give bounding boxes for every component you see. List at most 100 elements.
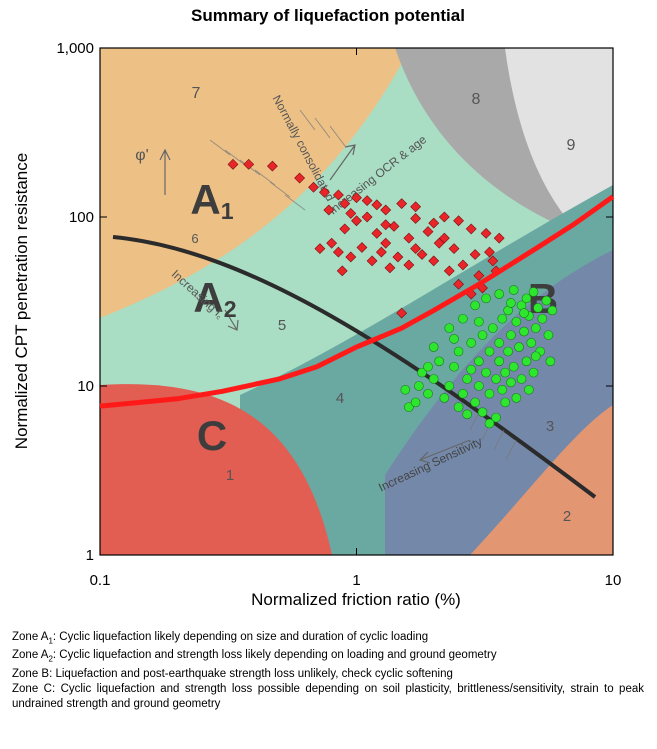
zone-label-text: 5: [278, 317, 286, 334]
point: [524, 384, 534, 395]
y-tick-label: 1,000: [56, 40, 94, 57]
point: [428, 342, 439, 352]
point: [404, 402, 414, 412]
point: [514, 342, 524, 352]
point: [375, 246, 387, 258]
point: [545, 356, 556, 367]
point: [497, 384, 508, 395]
point: [526, 338, 537, 348]
boundary-curve: [99, 194, 615, 409]
note: Zone C: Cyclic liquefaction and strength…: [12, 682, 644, 712]
point: [533, 303, 543, 313]
zone-label-text: 1: [226, 467, 234, 484]
note-sub: 2: [48, 654, 53, 664]
zone-label-text: 4: [336, 390, 344, 407]
point: [243, 158, 255, 170]
point: [469, 249, 481, 260]
point: [453, 346, 464, 357]
x-axis-label: Normalized friction ratio (%): [251, 590, 461, 609]
point: [410, 397, 421, 408]
point: [484, 388, 495, 399]
point: [494, 338, 504, 348]
zone-label: 1: [226, 467, 234, 484]
zone-label-text: 9: [567, 137, 576, 154]
zone-label-sub: 2: [224, 296, 237, 322]
point: [481, 293, 491, 304]
point: [371, 199, 383, 211]
y-tick-label: 1: [86, 547, 94, 564]
chart-title: Summary of liquefaction potential: [191, 6, 465, 25]
note-text: Zone C: Cyclic liquefaction and strength…: [12, 682, 644, 710]
point: [480, 227, 492, 239]
zone-label: 6: [191, 231, 198, 246]
point: [444, 323, 455, 333]
point: [477, 330, 488, 340]
zone-label-text: A: [193, 274, 223, 321]
zone-label: 5: [278, 317, 286, 334]
point: [453, 215, 464, 227]
zone-label-sub: c: [215, 314, 223, 322]
point: [439, 393, 450, 403]
point: [356, 242, 368, 253]
point: [332, 189, 344, 201]
point: [319, 186, 330, 198]
point: [396, 198, 408, 210]
zone-label: 2: [563, 508, 571, 525]
zone-background: [100, 48, 613, 555]
point: [323, 204, 335, 216]
point: [457, 259, 469, 271]
point: [414, 381, 424, 391]
point: [380, 219, 392, 231]
point: [500, 397, 511, 408]
point: [506, 298, 516, 308]
axes: 0.1 1 10 1 10 100 1,000: [56, 40, 621, 589]
note-prefix: Zone A: [12, 649, 49, 662]
note-prefix: Zone A: [12, 631, 49, 643]
note: Zone A1: Cyclic liquefaction likely depe…: [12, 630, 644, 648]
point: [465, 223, 477, 235]
point: [351, 215, 362, 227]
point: [458, 313, 468, 324]
point: [503, 346, 513, 357]
point: [410, 213, 422, 224]
point: [428, 374, 439, 384]
point: [530, 323, 541, 333]
marks: [99, 158, 615, 429]
zone-label: φ': [135, 147, 148, 164]
point: [494, 289, 504, 299]
point: [453, 402, 464, 412]
point: [336, 265, 348, 277]
point: [511, 393, 522, 403]
point: [294, 172, 306, 184]
zone-label: C: [197, 412, 227, 459]
point: [508, 285, 519, 295]
point: [345, 251, 357, 263]
point: [462, 409, 472, 420]
point: [366, 255, 378, 267]
point: [484, 246, 495, 258]
point: [380, 237, 392, 249]
point: [428, 255, 440, 267]
point: [477, 407, 488, 417]
point: [519, 326, 529, 337]
point: [484, 418, 495, 429]
point: [410, 201, 422, 213]
note: Zone B: Liquefaction and post-earthquake…: [12, 667, 644, 682]
point: [392, 251, 404, 263]
point: [491, 374, 501, 384]
point: [416, 249, 428, 260]
point: [466, 364, 476, 375]
zone-label-sub: 1: [221, 198, 234, 224]
point: [543, 330, 554, 340]
point: [351, 192, 362, 204]
point: [443, 265, 455, 277]
point: [481, 367, 491, 378]
point: [537, 313, 548, 324]
point: [403, 232, 415, 244]
point: [227, 158, 239, 170]
point: [488, 323, 498, 333]
point: [521, 356, 532, 367]
point: [491, 412, 501, 423]
point: [326, 237, 338, 249]
